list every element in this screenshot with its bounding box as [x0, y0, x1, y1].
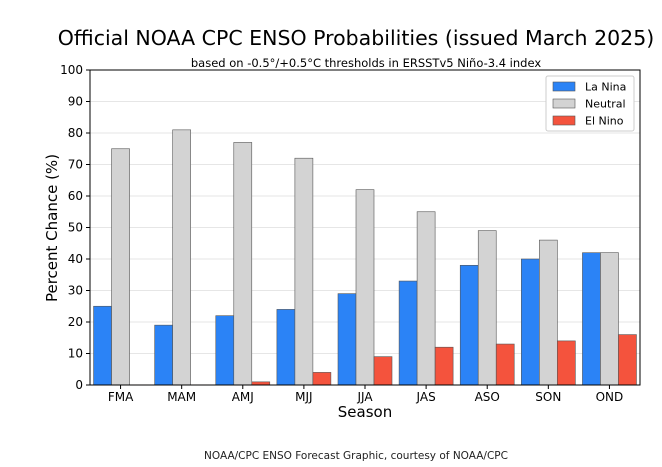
bar-el-nino-jas — [434, 346, 454, 386]
y-tick-label: 60 — [68, 189, 83, 203]
chart-subtitle: based on -0.5°/+0.5°C thresholds in ERSS… — [191, 56, 541, 70]
legend-swatch-el-nino — [552, 115, 576, 126]
legend-label-neutral: Neutral — [585, 98, 626, 111]
y-tick-label: 100 — [60, 63, 83, 77]
bar-neutral-ond — [600, 252, 619, 386]
x-tick-label: OND — [596, 390, 624, 404]
bar-el-nino-mjj — [312, 372, 332, 386]
bar-la-nina-mjj — [276, 309, 296, 386]
x-tick-label: JAS — [416, 390, 436, 404]
bar-la-nina-mam — [154, 324, 173, 386]
x-tick-label: SON — [535, 390, 561, 404]
legend: La Nina Neutral El Nino — [545, 75, 635, 132]
bar-neutral-jas — [416, 211, 436, 386]
x-tick-label: AMJ — [232, 390, 254, 404]
y-tick-label: 30 — [68, 284, 83, 298]
bar-la-nina-jas — [398, 280, 418, 386]
bar-la-nina-ond — [582, 252, 601, 386]
bar-neutral-amj — [233, 142, 253, 386]
y-tick-label: 40 — [68, 252, 83, 266]
x-tick-label: JJA — [356, 390, 373, 404]
x-axis-ticks: FMA MAM AMJ MJJ JJA JAS ASO SON OND — [108, 385, 623, 404]
y-tick-label: 10 — [68, 347, 83, 361]
y-tick-label: 70 — [68, 158, 83, 172]
bar-el-nino-aso — [495, 343, 515, 386]
legend-label-el-nino: El Nino — [585, 115, 624, 128]
chart-title: Official NOAA CPC ENSO Probabilities (is… — [58, 26, 655, 50]
y-tick-label: 0 — [75, 378, 83, 392]
legend-swatch-neutral — [552, 98, 576, 109]
bar-la-nina-jja — [337, 293, 357, 386]
y-tick-label: 80 — [68, 126, 83, 140]
bar-neutral-mam — [172, 129, 191, 386]
legend-swatch-la-nina — [552, 81, 576, 92]
y-axis-ticks: 0 10 20 30 40 50 60 70 80 90 100 — [60, 63, 90, 392]
bar-neutral-mjj — [294, 157, 314, 386]
bar-neutral-fma — [111, 148, 130, 386]
bar-neutral-aso — [477, 230, 497, 386]
x-tick-label: ASO — [475, 390, 500, 404]
bar-neutral-jja — [355, 189, 375, 386]
x-tick-label: FMA — [108, 390, 134, 404]
bar-neutral-son — [539, 239, 558, 386]
y-tick-label: 20 — [68, 315, 83, 329]
x-tick-label: MAM — [167, 390, 196, 404]
x-axis-label: Season — [338, 403, 392, 421]
y-tick-label: 90 — [68, 95, 83, 109]
bar-la-nina-amj — [215, 315, 235, 386]
bar-la-nina-aso — [459, 264, 479, 386]
x-tick-label: MJJ — [295, 390, 312, 404]
bars-group — [93, 129, 637, 386]
bar-la-nina-son — [521, 258, 540, 386]
bar-la-nina-fma — [93, 305, 112, 386]
bar-el-nino-jja — [373, 356, 393, 386]
y-axis-label: Percent Chance (%) — [43, 154, 61, 302]
legend-label-la-nina: La Nina — [585, 81, 626, 94]
bar-el-nino-son — [557, 340, 576, 386]
y-tick-label: 50 — [68, 221, 83, 235]
bar-el-nino-ond — [618, 334, 637, 386]
footer-credit: NOAA/CPC ENSO Forecast Graphic, courtesy… — [204, 450, 508, 462]
